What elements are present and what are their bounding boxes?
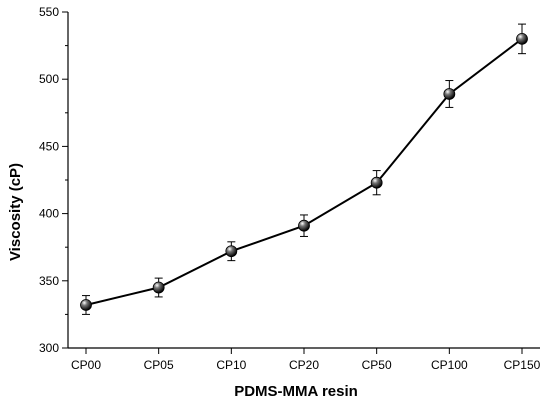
data-point (370, 176, 383, 189)
plot-area (80, 23, 528, 315)
data-point (225, 245, 238, 258)
x-tick-label: CP00 (71, 358, 101, 372)
x-tick-label: CP50 (362, 358, 392, 372)
data-point (298, 219, 310, 232)
x-axis: CP00 CP05 CP10 CP20 CP50 CP100 CP150 (68, 347, 541, 372)
data-point (80, 299, 92, 311)
y-tick-label: 450 (39, 139, 59, 153)
x-tick-label: CP150 (504, 358, 541, 372)
y-axis: 300 350 400 450 500 550 (39, 5, 69, 355)
x-axis-title: PDMS-MMA resin (234, 383, 358, 400)
y-tick-label: 300 (39, 341, 59, 355)
y-tick-label: 400 (39, 207, 59, 221)
x-tick-label: CP20 (289, 358, 319, 372)
y-tick-label: 350 (39, 274, 59, 288)
data-point (443, 88, 456, 100)
x-tick-label: CP100 (431, 358, 468, 372)
data-point (152, 281, 165, 294)
data-point (516, 32, 528, 45)
x-tick-label: CP10 (216, 358, 246, 372)
x-tick-label: CP05 (144, 358, 174, 372)
y-tick-label: 500 (39, 72, 59, 86)
series-line (85, 38, 523, 306)
y-tick-label: 550 (39, 5, 59, 19)
y-axis-title: Viscosity (cP) (7, 163, 24, 261)
